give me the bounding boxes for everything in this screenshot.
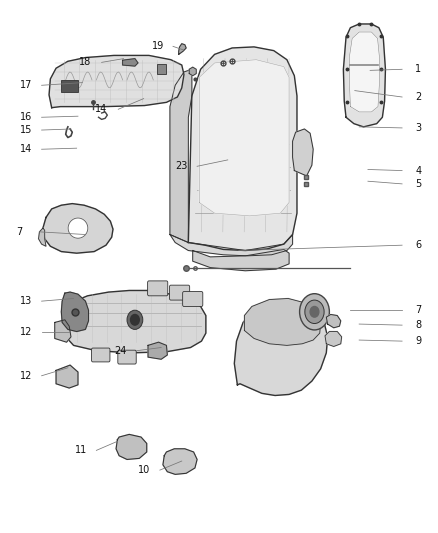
Circle shape — [305, 300, 324, 324]
Polygon shape — [189, 67, 196, 76]
FancyBboxPatch shape — [92, 348, 110, 362]
Polygon shape — [199, 60, 289, 216]
Bar — [157, 64, 166, 74]
Text: 1: 1 — [415, 64, 421, 74]
Polygon shape — [234, 303, 328, 395]
Polygon shape — [193, 249, 289, 271]
Text: 9: 9 — [415, 336, 421, 346]
FancyBboxPatch shape — [170, 285, 190, 300]
Text: 24: 24 — [114, 346, 127, 356]
Circle shape — [127, 310, 143, 329]
Text: 13: 13 — [20, 296, 32, 306]
Text: 14: 14 — [95, 104, 107, 114]
Polygon shape — [343, 24, 385, 127]
Text: 3: 3 — [415, 123, 421, 133]
Polygon shape — [123, 59, 138, 66]
Polygon shape — [188, 47, 297, 251]
Text: 2: 2 — [415, 92, 421, 102]
Polygon shape — [350, 32, 379, 112]
Polygon shape — [170, 235, 293, 256]
Polygon shape — [244, 298, 321, 345]
Polygon shape — [116, 434, 147, 459]
FancyBboxPatch shape — [148, 281, 168, 296]
Polygon shape — [170, 69, 192, 243]
Text: 12: 12 — [20, 327, 32, 336]
Text: 19: 19 — [152, 42, 164, 51]
Text: 15: 15 — [20, 125, 32, 135]
Polygon shape — [49, 55, 184, 108]
Text: 17: 17 — [20, 80, 32, 90]
Text: 4: 4 — [415, 166, 421, 175]
Polygon shape — [43, 204, 113, 253]
Text: 10: 10 — [138, 465, 151, 475]
Circle shape — [310, 306, 319, 317]
Text: 23: 23 — [176, 161, 188, 171]
Text: 7: 7 — [415, 305, 421, 315]
Text: 12: 12 — [20, 371, 32, 381]
Circle shape — [131, 314, 139, 325]
Polygon shape — [293, 129, 313, 176]
FancyBboxPatch shape — [183, 292, 203, 306]
Polygon shape — [163, 449, 197, 474]
Ellipse shape — [68, 218, 88, 238]
Circle shape — [300, 294, 329, 330]
Polygon shape — [148, 342, 167, 359]
Text: 5: 5 — [415, 179, 421, 189]
Bar — [61, 80, 78, 92]
Text: 7: 7 — [17, 227, 23, 237]
Text: 11: 11 — [75, 446, 87, 455]
Polygon shape — [56, 365, 78, 388]
Polygon shape — [325, 332, 342, 346]
Polygon shape — [179, 44, 186, 54]
FancyBboxPatch shape — [118, 350, 136, 364]
Text: 8: 8 — [415, 320, 421, 330]
Text: 16: 16 — [20, 112, 32, 122]
Polygon shape — [326, 314, 341, 328]
Polygon shape — [61, 292, 88, 332]
Text: 18: 18 — [79, 58, 92, 67]
Polygon shape — [65, 290, 206, 353]
Polygon shape — [39, 228, 46, 246]
Polygon shape — [55, 320, 71, 342]
Text: 6: 6 — [415, 240, 421, 250]
Text: 14: 14 — [20, 144, 32, 154]
